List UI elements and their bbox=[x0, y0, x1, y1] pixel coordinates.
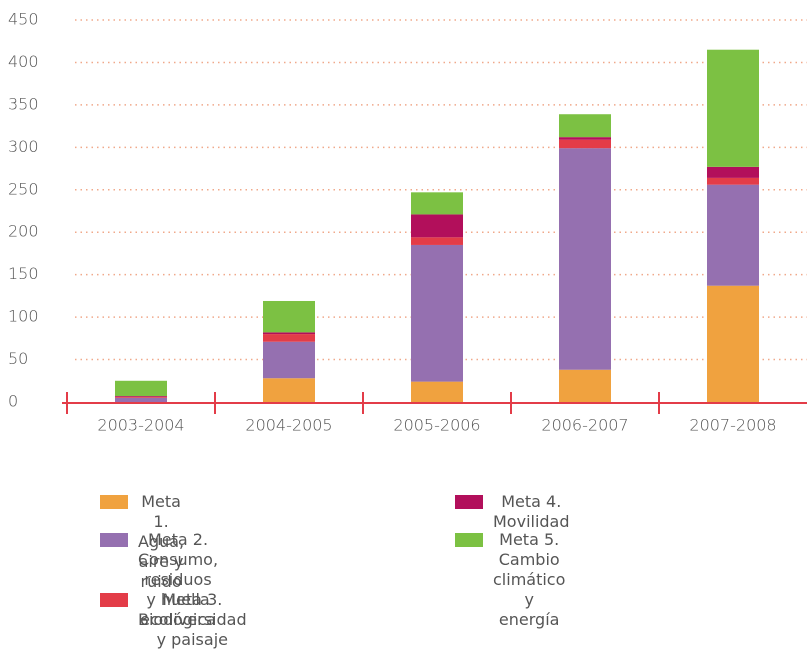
bar-segment bbox=[263, 378, 315, 402]
chart: 0 50 100 150 200 250 300 350 400 450 2003-2004 2004… bbox=[8, 10, 807, 435]
y-tick-label: 100 bbox=[8, 307, 39, 326]
x-tick-label: 2003-2004 bbox=[97, 416, 184, 435]
bar-segment bbox=[263, 334, 315, 342]
y-tick-label: 400 bbox=[8, 52, 39, 71]
y-tick-label: 50 bbox=[8, 349, 28, 368]
x-tick-label: 2007-2008 bbox=[689, 416, 776, 435]
legend-item: Meta 4. Movilidad bbox=[455, 492, 570, 532]
bar-segment bbox=[411, 192, 463, 215]
y-tick-label: 300 bbox=[8, 137, 39, 156]
x-tick-label: 2004-2005 bbox=[245, 416, 332, 435]
y-tick-label: 450 bbox=[8, 10, 39, 29]
bar-segment bbox=[707, 177, 759, 185]
bar-segment bbox=[707, 166, 759, 178]
bar-segment bbox=[115, 397, 167, 402]
bar-segment bbox=[559, 137, 611, 140]
page: 0 50 100 150 200 250 300 350 400 450 2003-2004 2004… bbox=[8, 9, 807, 649]
legend-swatch bbox=[100, 495, 128, 509]
legend-swatch bbox=[455, 495, 483, 509]
bar-segment bbox=[115, 396, 167, 397]
x-tick-label: 2005-2006 bbox=[393, 416, 480, 435]
bar-segment bbox=[263, 341, 315, 379]
legend-item: Meta 3. Biodiversidad y paisaje bbox=[100, 590, 247, 650]
bar-segment bbox=[115, 396, 167, 398]
y-tick-label: 150 bbox=[8, 264, 39, 283]
bar-segment bbox=[115, 380, 167, 397]
bar-segment bbox=[559, 114, 611, 138]
bar-segment bbox=[707, 184, 759, 286]
legend-label: Meta 3. Biodiversidad y paisaje bbox=[138, 590, 247, 649]
legend-swatch bbox=[100, 593, 128, 607]
bar-segment bbox=[707, 49, 759, 167]
legend-label: Meta 4. Movilidad bbox=[493, 492, 570, 531]
legend-label: Meta 1. Agua, aire y ruido bbox=[138, 492, 185, 591]
bar-segment bbox=[559, 369, 611, 402]
legend-swatch bbox=[100, 533, 128, 547]
y-tick-label: 250 bbox=[8, 179, 39, 198]
legend-item: Meta 1. Agua, aire y ruido bbox=[100, 492, 184, 592]
y-tick-label: 200 bbox=[8, 222, 39, 241]
bar-segment bbox=[559, 139, 611, 149]
bar-segment bbox=[411, 244, 463, 382]
bar-segment bbox=[411, 214, 463, 238]
x-tick-label: 2006-2007 bbox=[541, 416, 628, 435]
y-tick-label: 350 bbox=[8, 94, 39, 113]
legend-label: Meta 5. Cambio climático y energía bbox=[493, 530, 566, 629]
y-tick-label: 0 bbox=[8, 392, 18, 411]
bar-segment bbox=[263, 300, 315, 333]
legend-item: Meta 5. Cambio climático y energía bbox=[455, 530, 565, 630]
bar-segment bbox=[411, 237, 463, 245]
bar-segment bbox=[559, 148, 611, 370]
legend-swatch bbox=[455, 533, 483, 547]
bar-segment bbox=[263, 332, 315, 335]
bar-segment bbox=[707, 285, 759, 402]
bar-segment bbox=[411, 381, 463, 402]
